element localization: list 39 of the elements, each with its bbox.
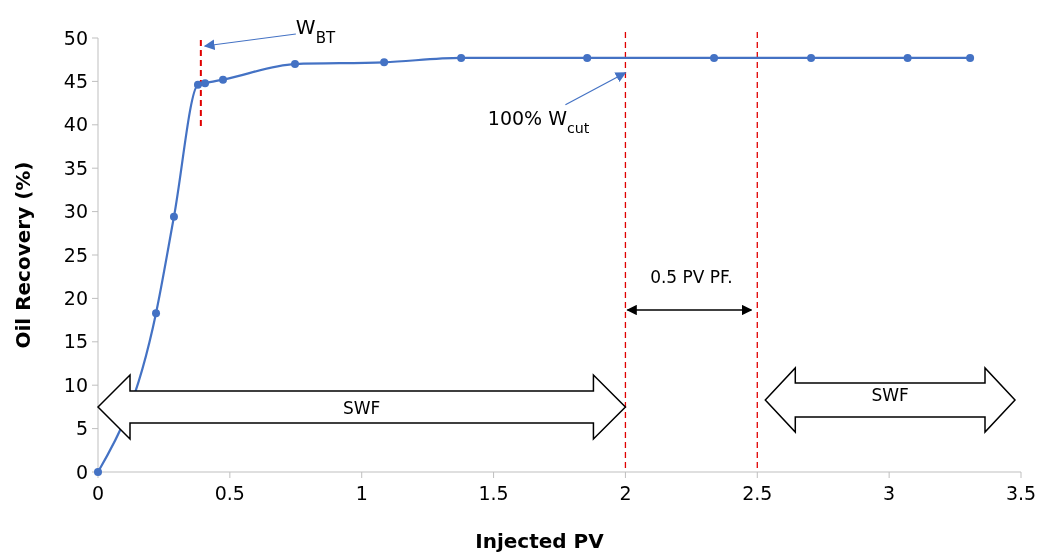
x-tick-label: 0.5 [214,482,245,504]
annotation: 0.5 PV PF. [650,267,733,287]
y-axis-title: Oil Recovery (%) [11,161,35,349]
point [152,309,161,318]
x-tick-label: 2.5 [742,482,773,504]
y-tick-label: 30 [63,200,88,223]
y-tick-label: 35 [63,156,88,179]
point [291,60,299,69]
point [966,53,975,62]
point [457,53,466,62]
x-tick-label: 2 [619,482,632,504]
x-tick-label: 0 [91,482,105,504]
y-tick-label: 10 [63,373,88,396]
x-tick-label: 3.5 [1005,482,1037,504]
y-tick-label: 20 [63,287,88,310]
y-tick-label: 5 [75,417,88,440]
x-axis-title: Injected PV [475,529,605,552]
point [219,75,227,84]
point [807,53,816,62]
y-tick-label: 15 [63,330,88,353]
annotation: 100% W$_{cut}$ [487,106,590,136]
ref-line-label: W$_{BT}$ [295,15,336,47]
point [169,212,178,221]
point [903,53,912,62]
point [193,80,202,89]
y-tick-label: 45 [63,70,88,93]
x-tick-label: 3 [883,482,896,504]
point [710,53,719,62]
x-tick-label: 1 [355,482,368,504]
y-tick-label: 50 [63,26,88,49]
point [583,53,592,62]
point [201,79,210,88]
x-tick-label: 1.5 [478,482,509,504]
annotation: SWF [871,385,909,405]
y-tick-label: 0 [75,460,88,483]
y-tick-label: 40 [63,113,88,136]
annotation: SWF [343,398,381,418]
point [380,58,389,67]
y-tick-label: 25 [63,243,88,266]
